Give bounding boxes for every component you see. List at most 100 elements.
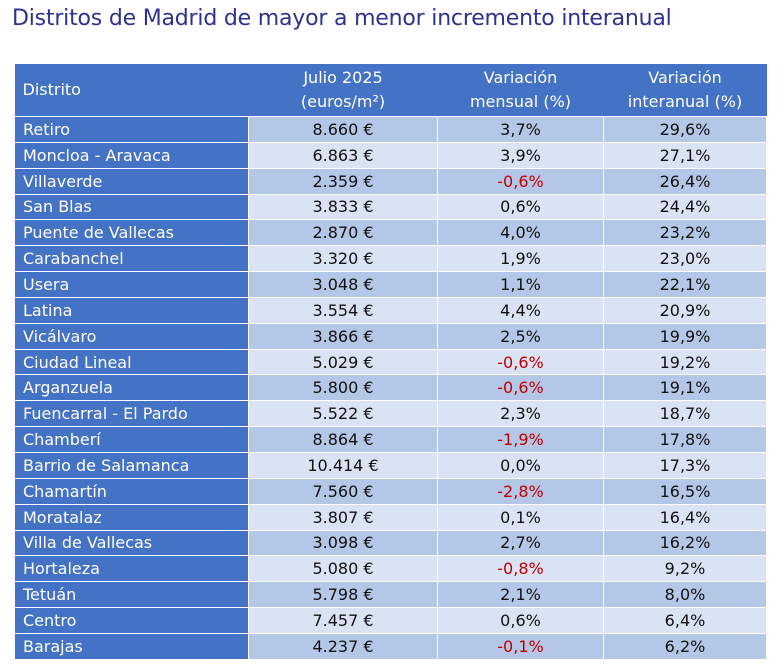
annual-variation-cell: 19,2% [603,348,767,376]
district-cell: Vicálvaro [14,322,249,350]
table-header-row: Distrito Julio 2025 (euros/m²) Variación… [14,64,767,117]
price-cell: 3.833 € [248,193,438,221]
monthly-variation-cell: 1,1% [437,271,604,298]
price-cell: 6.863 € [248,141,438,169]
district-cell: Fuencarral - El Pardo [14,400,249,428]
table-row: Chamberí 8.864 € -1,9% 17,8% [14,426,767,453]
annual-variation-cell: 24,4% [603,193,767,221]
annual-variation-cell: 26,4% [603,167,767,195]
header-price-line1: Julio 2025 [303,68,383,87]
table-row: Barajas 4.237 € -0,1% 6,2% [14,632,767,660]
district-cell: Ciudad Lineal [14,348,249,376]
district-cell: Moratalaz [14,503,249,531]
monthly-variation-cell: 0,0% [437,451,604,479]
annual-variation-cell: 16,2% [603,529,767,557]
district-cell: Barrio de Salamanca [14,451,249,479]
monthly-variation-cell: 2,3% [437,400,604,428]
price-cell: 3.807 € [248,503,438,531]
annual-variation-cell: 6,2% [603,632,767,660]
district-cell: Chamberí [14,426,249,453]
annual-variation-cell: 18,7% [603,400,767,428]
table-row: Carabanchel 3.320 €1,9% 23,0% [14,245,767,273]
annual-variation-cell: 29,6% [603,116,767,143]
table-row: Fuencarral - El Pardo 5.522 €2,3% 18,7% [14,400,767,428]
price-cell: 3.320 € [248,245,438,273]
annual-variation-cell: 16,4% [603,503,767,531]
price-cell: 3.098 € [248,529,438,557]
header-price: Julio 2025 (euros/m²) [248,64,438,117]
table-row: Chamartín 7.560 € -2,8% 16,5% [14,477,767,505]
monthly-variation-cell: 0,1% [437,503,604,531]
district-cell: Moncloa - Aravaca [14,141,249,169]
annual-variation-cell: 23,2% [603,219,767,247]
monthly-variation-cell: -1,9% [437,426,604,453]
district-cell: Latina [14,296,249,324]
annual-variation-cell: 16,5% [603,477,767,505]
table-row: Moratalaz 3.807 €0,1% 16,4% [14,503,767,531]
header-monthly-line1: Variación [483,68,558,87]
table-row: Barrio de Salamanca 10.414 €0,0% 17,3% [14,451,767,479]
table-row: Villaverde 2.359 € -0,6% 26,4% [14,167,767,195]
monthly-variation-cell: 3,7% [437,116,604,143]
header-annual-line1: Variación [648,68,722,87]
header-district: Distrito [14,64,249,117]
district-cell: San Blas [14,193,249,221]
price-cell: 5.522 € [248,400,438,428]
annual-variation-cell: 19,9% [603,322,767,350]
monthly-variation-cell: -0,1% [437,632,604,660]
table-row: Ciudad Lineal 5.029 € -0,6% 19,2% [14,348,767,376]
districts-table: Distrito Julio 2025 (euros/m²) Variación… [14,64,767,660]
price-cell: 3.554 € [248,296,438,324]
monthly-variation-cell: 3,9% [437,141,604,169]
table-row: Vicálvaro 3.866 €2,5% 19,9% [14,322,767,350]
monthly-variation-cell: 1,9% [437,245,604,273]
price-cell: 5.080 € [248,555,438,583]
price-cell: 5.029 € [248,348,438,376]
annual-variation-cell: 17,8% [603,426,767,453]
header-monthly-variation: Variación mensual (%) [437,64,604,117]
district-cell: Carabanchel [14,245,249,273]
annual-variation-cell: 8,0% [603,581,767,609]
table-row: Tetuán 5.798 €2,1% 8,0% [14,581,767,609]
header-district-label: Distrito [22,80,81,99]
monthly-variation-cell: -0,6% [437,167,604,195]
table-row: Hortaleza 5.080 € -0,8% 9,2% [14,555,767,583]
table-row: Latina 3.554 €4,4% 20,9% [14,296,767,324]
monthly-variation-cell: -2,8% [437,477,604,505]
table-row: San Blas 3.833 €0,6% 24,4% [14,193,767,221]
header-annual-variation: Variación interanual (%) [603,64,767,117]
annual-variation-cell: 22,1% [603,271,767,298]
monthly-variation-cell: 4,0% [437,219,604,247]
price-cell: 4.237 € [248,632,438,660]
district-cell: Villa de Vallecas [14,529,249,557]
price-cell: 3.048 € [248,271,438,298]
table-row: Moncloa - Aravaca 6.863 €3,9% 27,1% [14,141,767,169]
table-row: Retiro 8.660 €3,7% 29,6% [14,116,767,143]
price-cell: 5.800 € [248,374,438,402]
monthly-variation-cell: 2,1% [437,581,604,609]
monthly-variation-cell: -0,6% [437,374,604,402]
annual-variation-cell: 19,1% [603,374,767,402]
monthly-variation-cell: 4,4% [437,296,604,324]
annual-variation-cell: 23,0% [603,245,767,273]
table-body: Retiro 8.660 €3,7% 29,6% Moncloa - Aravaca 6… [14,116,767,660]
annual-variation-cell: 9,2% [603,555,767,583]
annual-variation-cell: 17,3% [603,451,767,479]
table-row: Centro 7.457 €0,6% 6,4% [14,607,767,634]
monthly-variation-cell: 2,5% [437,322,604,350]
price-cell: 2.359 € [248,167,438,195]
monthly-variation-cell: -0,6% [437,348,604,376]
header-price-line2: (euros/m²) [300,92,386,111]
annual-variation-cell: 6,4% [603,607,767,634]
price-cell: 2.870 € [248,219,438,247]
price-cell: 8.660 € [248,116,438,143]
monthly-variation-cell: 0,6% [437,607,604,634]
district-cell: Centro [14,607,249,634]
page-title: Distritos de Madrid de mayor a menor inc… [12,6,672,31]
price-cell: 5.798 € [248,581,438,609]
table-row: Usera 3.048 €1,1% 22,1% [14,271,767,298]
table-row: Villa de Vallecas 3.098 €2,7% 16,2% [14,529,767,557]
district-cell: Retiro [14,116,249,143]
monthly-variation-cell: 2,7% [437,529,604,557]
price-cell: 10.414 € [248,451,438,479]
